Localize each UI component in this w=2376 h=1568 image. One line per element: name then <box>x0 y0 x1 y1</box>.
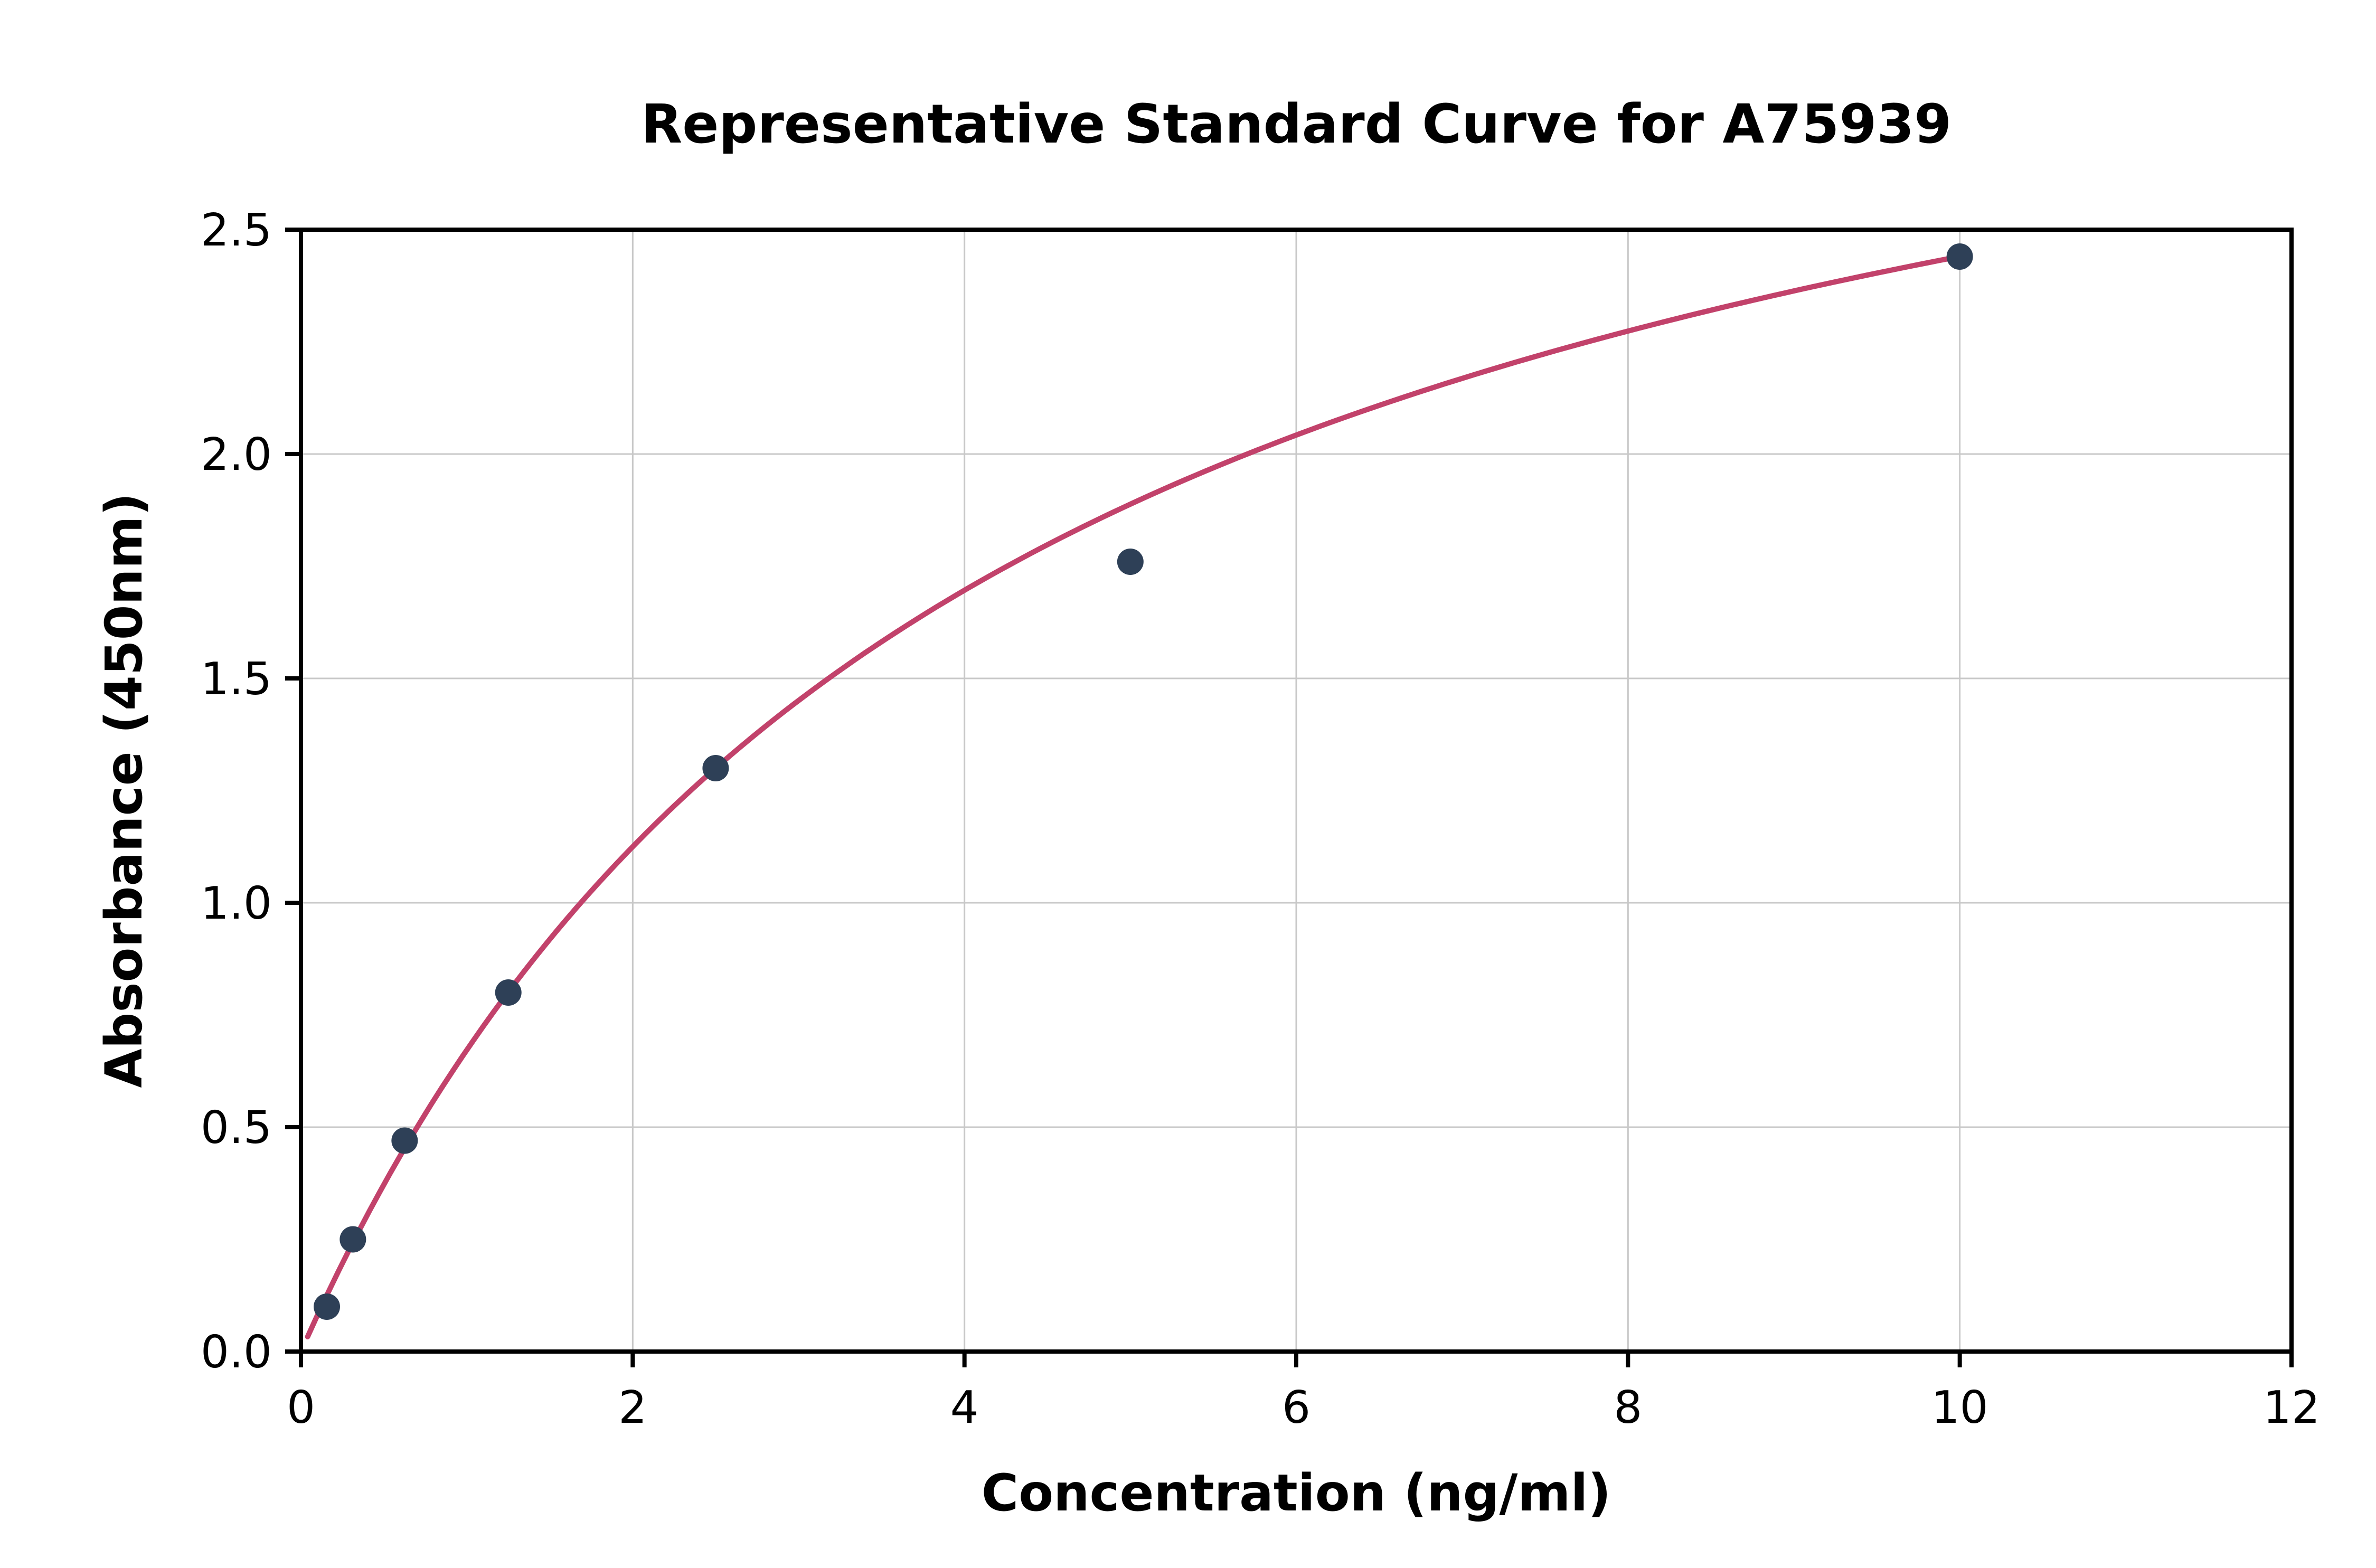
x-tick-label: 12 <box>2263 1382 2320 1434</box>
x-tick-label: 2 <box>618 1382 647 1434</box>
data-point-marker <box>1117 549 1144 575</box>
y-tick-label: 2.0 <box>201 429 272 481</box>
x-tick-label: 8 <box>1614 1382 1642 1434</box>
y-tick-label: 0.0 <box>201 1326 272 1378</box>
x-axis-label: Concentration (ng/ml) <box>981 1463 1611 1523</box>
data-point-marker <box>495 979 522 1006</box>
data-point-marker <box>340 1226 366 1253</box>
data-point-marker <box>314 1293 341 1320</box>
data-point-marker <box>1946 243 1973 270</box>
y-tick-label: 1.0 <box>201 877 272 930</box>
x-tick-label: 10 <box>1931 1382 1988 1434</box>
data-point-marker <box>391 1127 418 1154</box>
fit-curve-line <box>305 253 1963 1339</box>
y-tick-label: 0.5 <box>201 1102 272 1154</box>
chart-title: Representative Standard Curve for A75939 <box>640 93 1952 156</box>
y-tick-label: 2.5 <box>201 204 272 257</box>
x-tick-label: 6 <box>1282 1382 1310 1434</box>
y-tick-label: 1.5 <box>201 653 272 705</box>
data-point-marker <box>702 755 729 781</box>
x-tick-label: 0 <box>287 1382 315 1434</box>
x-tick-label: 4 <box>950 1382 979 1434</box>
